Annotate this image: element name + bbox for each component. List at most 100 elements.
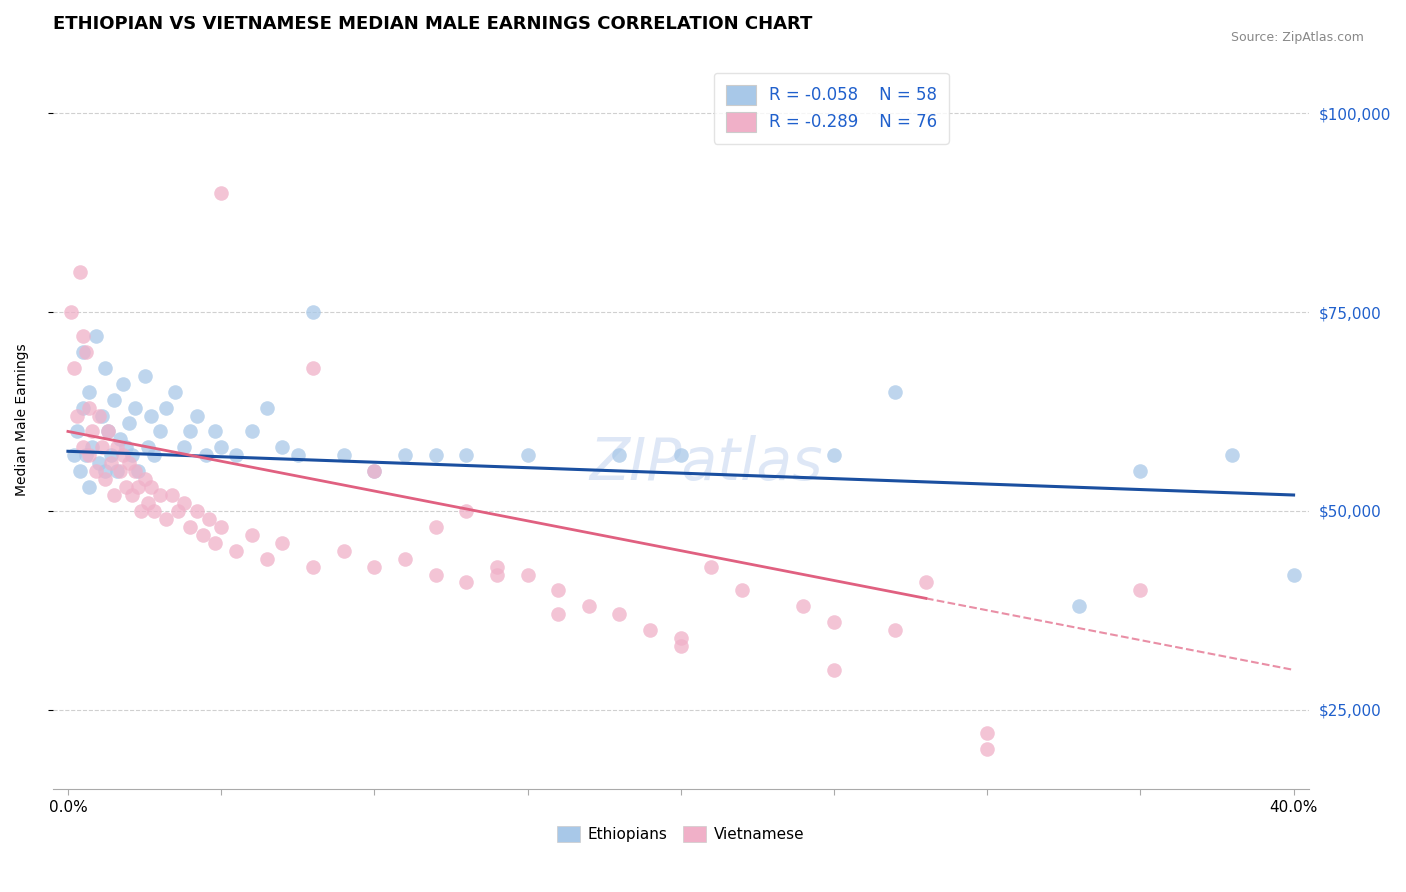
Point (72, 440, 94, 454)
Point (547, 583, 569, 598)
Point (134, 368, 156, 383)
Point (115, 480, 138, 494)
Point (136, 496, 159, 510)
Point (155, 401, 177, 415)
Point (186, 409, 208, 423)
Point (105, 440, 128, 454)
Point (72, 329, 94, 343)
Point (108, 433, 131, 447)
Point (66, 409, 89, 423)
Point (82, 425, 104, 439)
Y-axis label: Median Male Earnings: Median Male Earnings (15, 343, 30, 496)
Point (225, 543, 247, 558)
Point (823, 615, 845, 630)
Point (425, 448, 447, 462)
Point (134, 472, 156, 486)
Point (609, 448, 631, 462)
Point (240, 425, 263, 439)
Point (179, 520, 201, 534)
Point (394, 551, 416, 566)
Point (204, 425, 226, 439)
Point (66, 425, 89, 439)
Point (139, 409, 162, 423)
Point (884, 623, 907, 637)
Point (1067, 599, 1090, 614)
Point (638, 623, 661, 637)
Point (136, 440, 159, 454)
Point (179, 425, 201, 439)
Point (792, 599, 814, 614)
Point (93, 472, 115, 486)
Point (456, 504, 478, 518)
Point (142, 448, 165, 462)
Point (332, 448, 354, 462)
Point (332, 543, 354, 558)
Point (287, 448, 309, 462)
Point (69, 464, 91, 478)
Point (302, 360, 325, 375)
Point (302, 305, 325, 319)
Point (63, 360, 86, 375)
Point (108, 464, 131, 478)
Point (425, 567, 447, 582)
Point (363, 464, 385, 478)
Point (516, 567, 538, 582)
Point (884, 384, 907, 399)
Point (1282, 567, 1305, 582)
Point (87, 409, 110, 423)
Point (976, 726, 998, 740)
Point (131, 504, 153, 518)
Point (609, 607, 631, 622)
Point (173, 496, 195, 510)
Point (167, 504, 190, 518)
Point (425, 520, 447, 534)
Point (79, 384, 101, 399)
Point (87, 456, 110, 470)
Point (90, 409, 112, 423)
Point (90, 440, 112, 454)
Point (72, 401, 94, 415)
Point (456, 575, 478, 590)
Point (127, 480, 149, 494)
Point (363, 464, 385, 478)
Point (823, 663, 845, 677)
Text: ETHIOPIAN VS VIETNAMESE MEDIAN MALE EARNINGS CORRELATION CHART: ETHIOPIAN VS VIETNAMESE MEDIAN MALE EARN… (52, 15, 813, 33)
Point (485, 567, 508, 582)
Point (165, 384, 187, 399)
Point (915, 575, 938, 590)
Point (112, 376, 135, 391)
Point (115, 440, 138, 454)
Point (363, 559, 385, 574)
Point (149, 488, 172, 502)
Point (394, 448, 416, 462)
Point (100, 456, 122, 470)
Point (669, 448, 692, 462)
Point (93, 360, 115, 375)
Point (127, 464, 149, 478)
Point (191, 528, 214, 542)
Point (75, 448, 97, 462)
Point (198, 512, 221, 526)
Point (209, 440, 232, 454)
Point (103, 392, 125, 407)
Point (103, 488, 125, 502)
Point (186, 504, 208, 518)
Text: ZIPatlas: ZIPatlas (589, 435, 823, 492)
Legend: R = -0.058    N = 58, R = -0.289    N = 76: R = -0.058 N = 58, R = -0.289 N = 76 (714, 73, 949, 144)
Point (75, 345, 97, 359)
Point (1129, 583, 1152, 598)
Point (118, 417, 141, 431)
Point (84, 464, 107, 478)
Point (79, 480, 101, 494)
Point (84, 329, 107, 343)
Point (59, 305, 82, 319)
Point (516, 448, 538, 462)
Point (669, 631, 692, 645)
Point (194, 448, 217, 462)
Point (97, 425, 120, 439)
Point (209, 520, 232, 534)
Text: Source: ZipAtlas.com: Source: ZipAtlas.com (1230, 31, 1364, 45)
Point (149, 425, 172, 439)
Point (63, 448, 86, 462)
Point (79, 401, 101, 415)
